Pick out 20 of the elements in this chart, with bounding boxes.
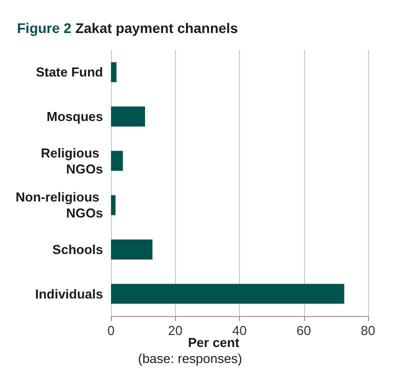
x-tick-label: 0 xyxy=(107,323,115,338)
bar xyxy=(111,195,116,216)
x-axis-title: Per cent xyxy=(188,335,240,350)
y-tick-label: Religious NGOs xyxy=(40,145,103,176)
bar xyxy=(111,284,344,304)
x-tick-label: 80 xyxy=(360,323,376,338)
y-tick-label: State Fund xyxy=(36,64,104,80)
chart-title: Figure 2 Zakat payment channels xyxy=(17,20,238,36)
y-tick-label: Mosques xyxy=(46,109,103,124)
y-tick-label: Individuals xyxy=(35,286,103,302)
bar xyxy=(111,240,152,260)
text: (base: responses) xyxy=(138,351,242,366)
x-tick-label: 60 xyxy=(296,323,311,338)
y-tick-label: Non-religious NGOs xyxy=(16,190,103,221)
bar xyxy=(111,62,116,82)
bar xyxy=(111,106,146,126)
bar xyxy=(111,150,123,171)
y-tick-label: Schools xyxy=(52,242,103,257)
x-tick-label: 40 xyxy=(232,323,247,338)
x-tick-label: 20 xyxy=(168,323,182,338)
